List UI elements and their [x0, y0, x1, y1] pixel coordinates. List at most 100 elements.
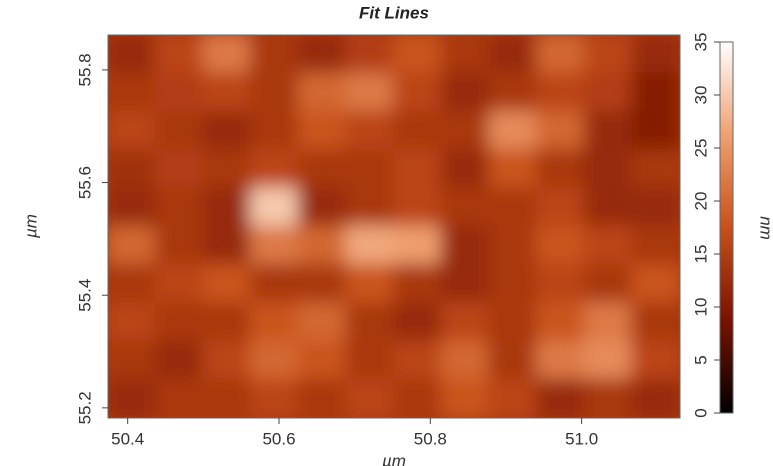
y-tick-label: 55.6 — [75, 166, 94, 199]
cell — [297, 225, 348, 266]
colorbar-tick-label: 20 — [691, 192, 710, 211]
cell — [202, 187, 252, 228]
colorbar-tick-label: 30 — [691, 86, 710, 105]
cell — [297, 340, 348, 381]
cell — [108, 378, 157, 418]
cell — [202, 263, 252, 305]
cell — [345, 378, 395, 418]
cell — [583, 378, 634, 418]
colorbar-tick-label: 0 — [691, 408, 710, 417]
cell — [345, 302, 395, 343]
cell — [108, 225, 157, 266]
surface — [108, 35, 680, 418]
colorbar-label: nm — [757, 216, 773, 240]
cell — [297, 72, 348, 113]
cell — [250, 110, 300, 151]
cell — [297, 187, 348, 228]
cell — [631, 148, 680, 190]
cell — [488, 378, 538, 418]
cell — [440, 148, 491, 190]
y-tick-label: 55.4 — [75, 279, 94, 312]
cell — [393, 340, 443, 381]
cell — [250, 225, 300, 266]
cell — [583, 72, 634, 113]
colorbar-tick-label: 5 — [691, 355, 710, 364]
cell — [345, 110, 395, 151]
colorbar-tick-label: 15 — [691, 245, 710, 264]
cell — [393, 263, 443, 305]
cell — [631, 225, 680, 266]
x-tick-label: 50.6 — [262, 429, 295, 448]
cell — [202, 340, 252, 381]
cell — [154, 263, 205, 305]
cell — [154, 110, 205, 151]
cell — [345, 187, 395, 228]
x-tick-label: 51.0 — [565, 429, 598, 448]
cell — [297, 378, 348, 418]
cell — [631, 72, 680, 113]
cell — [345, 263, 395, 305]
cell — [583, 263, 634, 305]
cell — [108, 148, 157, 190]
cell — [631, 340, 680, 381]
cell — [250, 302, 300, 343]
cell — [440, 340, 491, 381]
cell — [154, 72, 205, 113]
cell — [583, 35, 634, 75]
cell — [154, 340, 205, 381]
cell — [154, 302, 205, 343]
cell — [250, 35, 300, 75]
cell — [250, 378, 300, 418]
plot-area — [108, 35, 680, 418]
colorbar — [719, 41, 734, 414]
cell — [536, 187, 586, 228]
cell — [202, 35, 252, 75]
cell — [345, 35, 395, 75]
x-tick-label: 50.4 — [111, 429, 144, 448]
cell — [154, 187, 205, 228]
cell — [631, 263, 680, 305]
cell — [297, 110, 348, 151]
cell — [536, 225, 586, 266]
cell — [440, 110, 491, 151]
cell — [393, 187, 443, 228]
cell — [440, 378, 491, 418]
cell — [297, 263, 348, 305]
cell — [154, 225, 205, 266]
x-tick-label: 50.8 — [414, 429, 447, 448]
cell — [202, 378, 252, 418]
cell — [108, 340, 157, 381]
cell — [393, 378, 443, 418]
cell — [488, 225, 538, 266]
cell — [440, 72, 491, 113]
cell — [488, 263, 538, 305]
cell — [488, 187, 538, 228]
cell — [536, 110, 586, 151]
cell — [536, 263, 586, 305]
cell — [345, 225, 395, 266]
y-tick-label: 55.2 — [75, 391, 94, 424]
cell — [250, 340, 300, 381]
x-axis-label: µm — [381, 451, 406, 466]
cell — [154, 35, 205, 75]
cell — [250, 72, 300, 113]
cell — [250, 148, 300, 190]
cell — [108, 35, 157, 75]
cell — [393, 72, 443, 113]
cell — [202, 72, 252, 113]
colorbar-tick-label: 35 — [691, 33, 710, 52]
cell — [108, 187, 157, 228]
cell — [631, 110, 680, 151]
cell — [393, 225, 443, 266]
cell — [488, 302, 538, 343]
cell — [583, 302, 634, 343]
cell — [202, 225, 252, 266]
cell — [536, 302, 586, 343]
chart-title: Fit Lines — [359, 3, 429, 22]
cell — [440, 263, 491, 305]
cell — [393, 110, 443, 151]
cell — [345, 72, 395, 113]
cell — [297, 35, 348, 75]
cell — [108, 302, 157, 343]
y-tick-label: 55.8 — [75, 53, 94, 86]
